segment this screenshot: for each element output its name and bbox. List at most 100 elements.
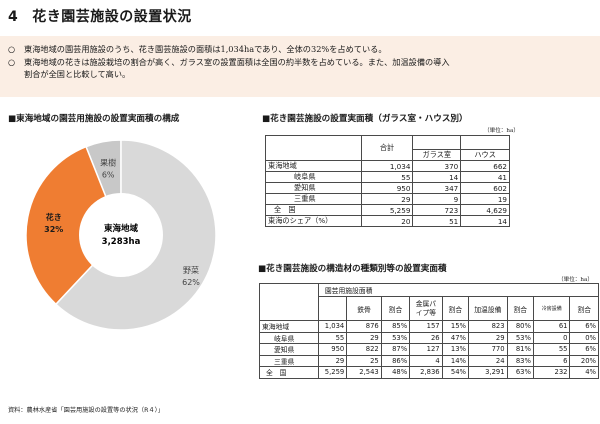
cell-pipe: 127 [409,343,443,356]
metal-pipe-line1: 金属パ [415,299,437,308]
table2-section-title: ■花き園芸施設の構造材の種類別等の設置実面積 [258,264,447,274]
cell-pipe-ratio: 54% [441,366,470,379]
cell-pipe-ratio: 13% [441,343,470,356]
cell-total: 1,034 [360,160,414,172]
table1-header-spacer-house [460,135,510,150]
table2-header-heating: 加温設備 [468,296,508,321]
donut-center-title: 東海地域 [104,223,139,234]
chart-section-title: ■東海地域の園芸用施設の設置実面積の構成 [8,114,180,124]
row-label: 東海地域 [265,160,362,172]
table-row: 全 国 5,259 2,543 48% 2,836 54% 3,291 63% … [259,366,599,379]
cell-pipe-ratio: 47% [441,331,470,344]
cell-heat-ratio: 81% [506,343,534,356]
bullet-icon: ○ [8,56,16,67]
table-row: 全 国 5,259 723 4,629 [265,204,510,216]
cell-total: 5,259 [317,366,348,379]
slice-label-1: 果樹 [100,158,116,168]
table2-corner [259,283,319,321]
cell-steel-ratio: 85% [380,320,411,333]
cell-cool: 6 [532,354,571,367]
slice-label-0: 花き [46,212,62,222]
donut-center-value: 3,283ha [102,237,141,247]
slice-value-2: 62% [182,278,200,287]
cell-house: 602 [460,182,510,194]
summary-text-2a: 東海地域の花きは施設栽培の割合が高く、ガラス室の設置面積は全国の約半数を占めてい… [24,56,450,67]
cell-house: 41 [460,171,510,183]
cell-heat-ratio: 63% [506,366,534,379]
table-row: 愛知県 950 822 87% 127 13% 770 81% 55 6% [259,343,599,356]
cell-cool-ratio: 6% [569,343,599,356]
cell-glass: 14 [412,171,462,183]
cell-pipe-ratio: 14% [441,354,470,367]
row-label: 全 国 [265,204,362,216]
cell-house: 14 [460,215,510,227]
cell-pipe: 4 [409,354,443,367]
donut-slice-0 [25,145,122,306]
row-label: 東海地域 [259,320,319,333]
summary-text-2b: 割合が全国と比較して高い。 [24,69,131,79]
cell-cool: 232 [532,366,571,379]
section-number: 4 [8,9,19,25]
cell-steel-ratio: 53% [380,331,411,344]
cell-steel: 822 [346,343,382,356]
cell-cool-ratio: 6% [569,320,599,333]
cell-total: 1,034 [317,320,348,333]
cell-house: 19 [460,193,510,205]
cell-total: 950 [360,182,414,194]
cell-heat: 24 [468,354,508,367]
cell-total: 950 [317,343,348,356]
table1-header-spacer-glass [412,135,462,150]
cell-heat-ratio: 83% [506,354,534,367]
summary-box: ○ 東海地域の園芸用施設のうち、花き園芸施設の面積は1,034haであり、全体の… [0,36,600,97]
table1-header-house: ハウス [460,149,510,161]
row-label: 愛知県 [265,182,362,194]
cell-steel-ratio: 48% [380,366,411,379]
row-label: 全 国 [259,366,319,379]
cell-total: 55 [360,171,414,183]
section-title: 花き園芸施設の設置状況 [32,9,192,25]
cell-heat: 3,291 [468,366,508,379]
cell-pipe: 157 [409,320,443,333]
cell-steel: 876 [346,320,382,333]
table-row: 東海のシェア（%） 20 51 14 [265,215,510,227]
table2-header-blank [317,296,348,321]
cell-house: 662 [460,160,510,172]
table2-header-pipe-ratio: 割合 [441,296,470,321]
cell-heat: 770 [468,343,508,356]
row-label: 三重県 [265,193,362,205]
slice-value-1: 6% [102,171,115,180]
summary-text-1: 東海地域の園芸用施設のうち、花き園芸施設の面積は1,034haであり、全体の32… [24,44,387,54]
cell-steel-ratio: 87% [380,343,411,356]
table2-header-heat-ratio: 割合 [506,296,534,321]
cell-cool: 61 [532,320,571,333]
cell-house: 4,629 [460,204,510,216]
cell-total: 20 [360,215,414,227]
table2-header-steel: 鉄骨 [346,296,382,321]
cell-total: 29 [317,354,348,367]
cell-cool-ratio: 20% [569,354,599,367]
cell-heat: 29 [468,331,508,344]
structure-material-table: 園芸用施設面積 鉄骨 割合 金属パ イプ等 割合 加温設備 割合 冷房設備 割合… [259,283,600,379]
cell-cool-ratio: 4% [569,366,599,379]
row-label: 三重県 [259,354,319,367]
cell-heat-ratio: 80% [506,320,534,333]
summary-line-2: ○ 東海地域の花きは施設栽培の割合が高く、ガラス室の設置面積は全国の約半数を占め… [8,56,592,69]
row-label: 東海のシェア（%） [265,215,362,227]
table2-unit: （単位：ha） [558,277,593,283]
cell-cool-ratio: 0% [569,331,599,344]
donut-hole [79,193,163,277]
cell-steel: 2,543 [346,366,382,379]
table-row: 東海地域 1,034 370 662 [265,160,510,172]
cell-total: 5,259 [360,204,414,216]
table1-section-title: ■花き園芸施設の設置実面積（ガラス室・ハウス別） [262,114,468,124]
metal-pipe-line2: イプ等 [415,308,437,317]
source-note: 資料：農林水産省「園芸用施設の設置等の状況（R４）」 [8,407,164,414]
glass-house-table: 合計 ガラス室 ハウス 東海地域 1,034 370 662 岐阜県 55 14… [265,135,510,227]
cell-pipe-ratio: 15% [441,320,470,333]
cell-heat: 823 [468,320,508,333]
table-row: 愛知県 950 347 602 [265,182,510,194]
cell-pipe: 26 [409,331,443,344]
cell-glass: 370 [412,160,462,172]
cell-pipe: 2,836 [409,366,443,379]
cell-steel-ratio: 86% [380,354,411,367]
